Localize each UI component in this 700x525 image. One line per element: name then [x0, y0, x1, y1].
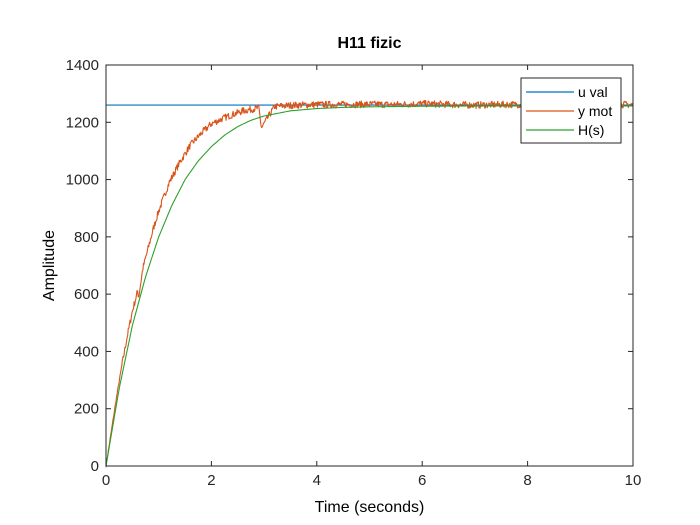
axes-box [105, 64, 634, 467]
x-axis-label: Time (seconds) [315, 499, 425, 516]
legend: u val y mot H(s) [520, 77, 622, 144]
x-tick-label: 6 [418, 472, 426, 489]
x-tick-label: 10 [625, 472, 642, 489]
y-tick-label: 600 [74, 286, 99, 303]
y-tick-label: 800 [74, 229, 99, 246]
legend-label-u-val: u val [578, 84, 608, 100]
y-axis-label: Amplitude [41, 230, 58, 301]
x-tick-label: 0 [102, 472, 110, 489]
y-tick-label: 1000 [66, 172, 99, 189]
tick-layer: 0 2 4 6 8 10 0 200 400 600 800 1000 1200 1400 [66, 57, 642, 489]
x-tick-label: 8 [523, 472, 531, 489]
x-tick-label: 2 [207, 472, 215, 489]
legend-label-y-mot: y mot [578, 103, 612, 119]
legend-label-h-s: H(s) [578, 122, 604, 138]
y-tick-label: 1200 [66, 114, 99, 131]
y-tick-label: 400 [74, 343, 99, 360]
x-tick-label: 4 [313, 472, 321, 489]
y-tick-label: 200 [74, 401, 99, 418]
chart-title: H11 fizic [337, 35, 401, 52]
y-tick-label: 0 [91, 458, 99, 475]
y-tick-label: 1400 [66, 57, 99, 74]
